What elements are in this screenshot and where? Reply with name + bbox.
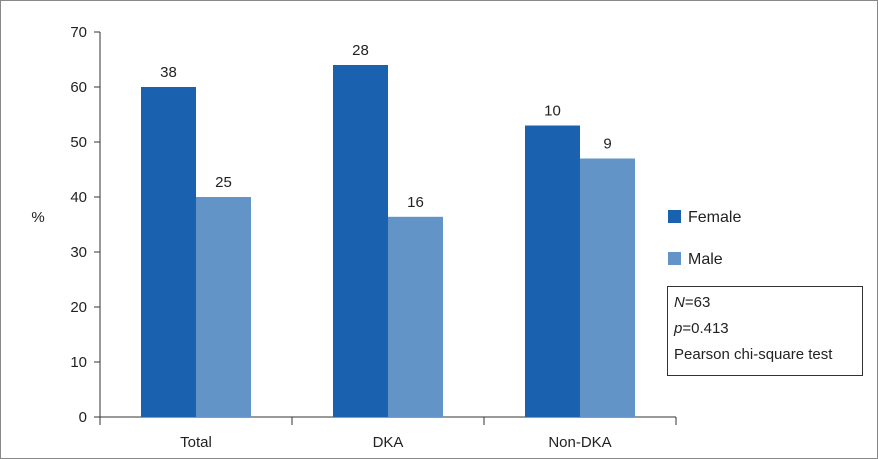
bar-female [525, 125, 580, 417]
y-tick-label: 30 [70, 244, 87, 261]
x-tick-label: DKA [373, 434, 404, 451]
bar-data-label: 16 [407, 194, 424, 211]
bar-data-label: 25 [215, 174, 232, 191]
y-tick-label: 0 [79, 409, 87, 426]
bar-male [580, 158, 635, 417]
y-axis: 0 10 20 30 40 50 60 70 [70, 24, 101, 426]
sample-size-line: N=63 [674, 290, 856, 316]
bar-female [333, 65, 388, 417]
sample-size-value: =63 [684, 294, 711, 311]
sample-size-variable: N [674, 294, 685, 311]
legend-label-female: Female [688, 209, 741, 226]
bar-data-label: 28 [352, 42, 369, 59]
p-value-value: =0.413 [682, 320, 729, 337]
bar-data-labels: 38 28 10 25 16 9 [160, 42, 612, 211]
x-tick-label: Total [180, 434, 212, 451]
y-tick-label: 20 [70, 299, 87, 316]
bar-female [141, 87, 196, 417]
x-tick-label: Non-DKA [548, 434, 611, 451]
legend-swatch-male [668, 252, 681, 265]
p-value-line: p=0.413 [674, 316, 856, 342]
legend: Female Male [668, 209, 741, 268]
y-tick-label: 10 [70, 354, 87, 371]
p-value-variable: p [674, 320, 683, 337]
statistics-box: N=63 p=0.413 Pearson chi-square test [667, 286, 863, 376]
bar-data-label: 9 [603, 136, 611, 153]
bar-male [196, 197, 251, 417]
y-tick-label: 50 [70, 134, 87, 151]
y-axis-label: % [31, 209, 44, 226]
x-axis: Total DKA Non-DKA [99, 416, 677, 451]
bars [141, 65, 635, 417]
legend-swatch-female [668, 210, 681, 223]
bar-male [388, 216, 443, 417]
y-tick-label: 40 [70, 189, 87, 206]
y-tick-label: 70 [70, 24, 87, 41]
y-tick-label: 60 [70, 79, 87, 96]
bar-data-label: 38 [160, 64, 177, 81]
legend-label-male: Male [688, 251, 723, 268]
bar-data-label: 10 [544, 103, 561, 120]
statistical-test: Pearson chi-square test [674, 346, 833, 363]
